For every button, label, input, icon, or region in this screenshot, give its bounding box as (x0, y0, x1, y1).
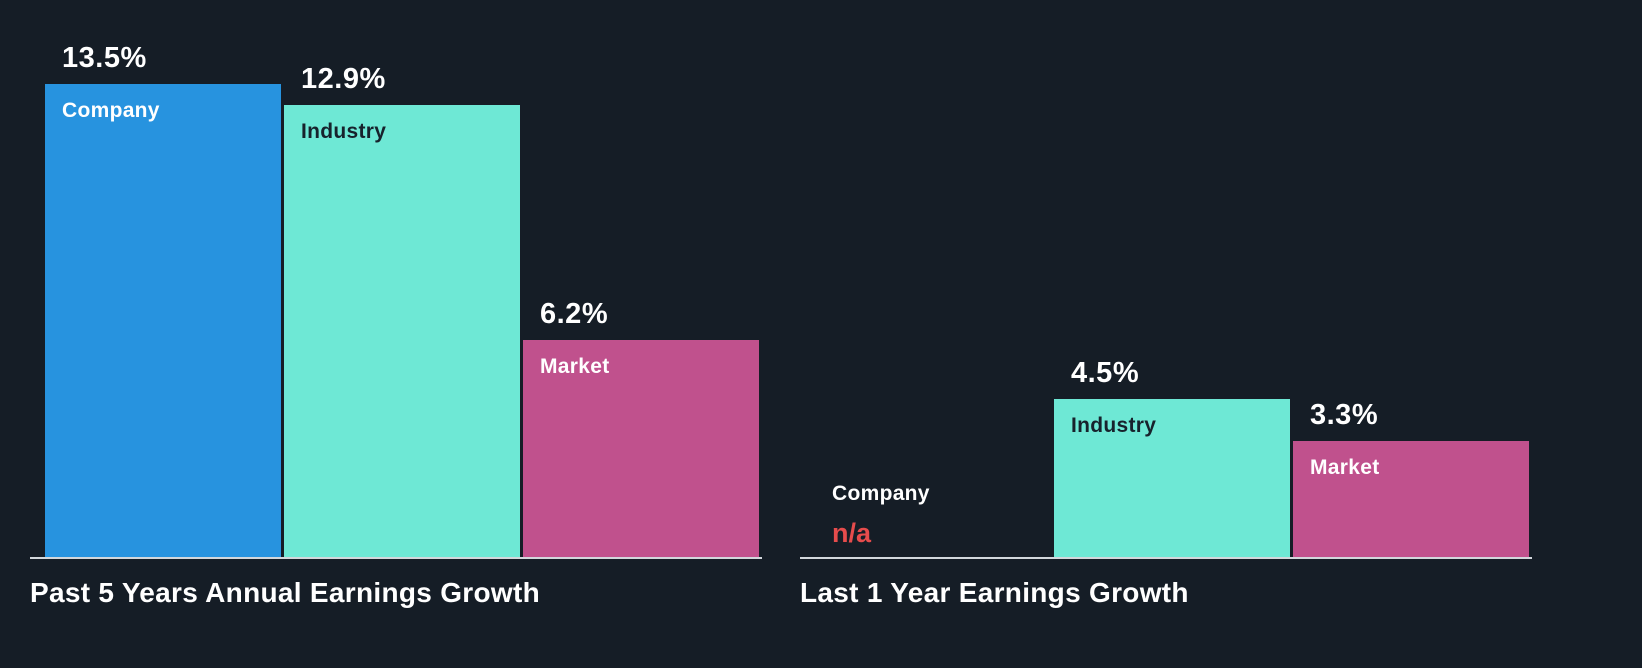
bar-category-label-industry: Industry (1071, 414, 1157, 437)
bar-slot-market: 6.2% Market (523, 298, 759, 557)
bar-slot-market: 3.3% Market (1293, 399, 1529, 557)
value-label-market: 6.2% (540, 298, 609, 330)
bar-category-label-company: Company (832, 482, 930, 505)
chart-title-past-5-years: Past 5 Years Annual Earnings Growth (30, 577, 540, 608)
bar-category-label-company: Company (62, 99, 160, 122)
value-label-market: 3.3% (1310, 399, 1379, 431)
chart-title-last-1-year: Last 1 Year Earnings Growth (800, 577, 1189, 608)
bar-category-label-market: Market (540, 355, 610, 378)
chart-last-1-year-earnings-growth: Company n/a 4.5% Industry 3.3% Market La… (800, 12, 1532, 609)
plot-area-past-5-years: 13.5% Company 12.9% Industry 6.2% Market (30, 12, 762, 557)
bar-category-label-market: Market (1310, 456, 1380, 479)
bar-slot-company-na: Company n/a (815, 482, 1051, 557)
plot-area-last-1-year: Company n/a 4.5% Industry 3.3% Market (800, 12, 1532, 557)
bar-slot-industry: 12.9% Industry (284, 63, 520, 557)
bar-category-label-industry: Industry (301, 120, 387, 143)
chart-past-5-years-earnings-growth: 13.5% Company 12.9% Industry 6.2% Market… (30, 12, 762, 609)
value-label-industry: 4.5% (1071, 357, 1140, 389)
earnings-growth-figure: 13.5% Company 12.9% Industry 6.2% Market… (30, 12, 1532, 609)
bar-slot-industry: 4.5% Industry (1054, 357, 1290, 557)
bar-company: Company (45, 84, 281, 557)
value-label-company-na: n/a (832, 518, 872, 548)
bar-slot-company: 13.5% Company (45, 42, 281, 557)
x-axis-line (800, 557, 1532, 559)
value-label-industry: 12.9% (301, 63, 386, 95)
bar-market: Market (523, 340, 759, 557)
x-axis-line (30, 557, 762, 559)
value-label-company: 13.5% (62, 42, 147, 74)
bar-industry: Industry (284, 105, 520, 557)
bar-market: Market (1293, 441, 1529, 557)
bar-industry: Industry (1054, 399, 1290, 557)
